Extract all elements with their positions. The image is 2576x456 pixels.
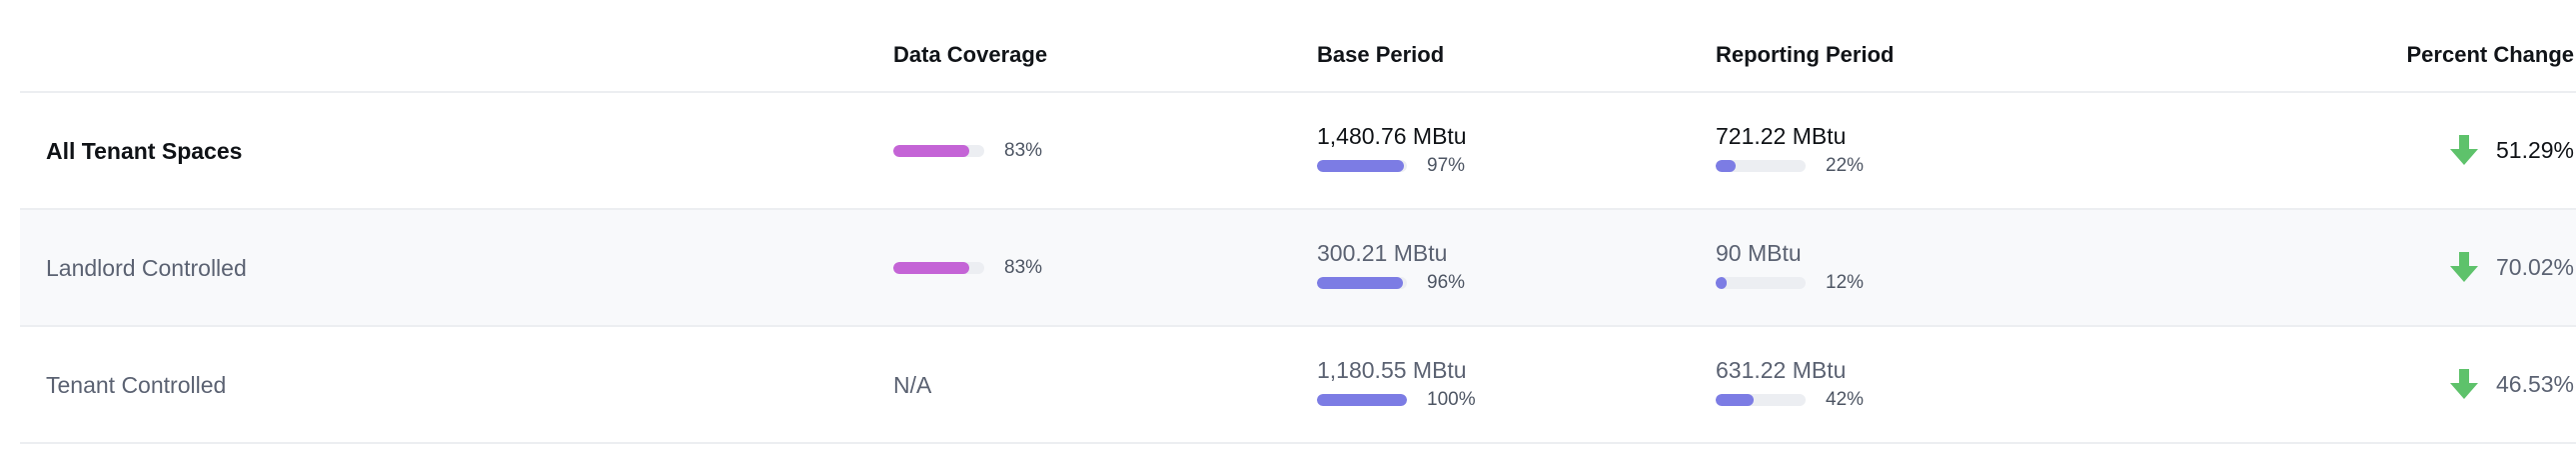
base-period-percent: 96%	[1427, 272, 1466, 293]
coverage-bar-fill	[893, 145, 969, 157]
percent-change-value: 70.02%	[2495, 254, 2574, 280]
percent-change-value: 46.53%	[2495, 371, 2574, 397]
coverage-percent: 83%	[1004, 140, 1043, 161]
base-period-bar	[1317, 277, 1407, 289]
row-name: All Tenant Spaces	[46, 138, 243, 164]
header-percent-change[interactable]: Percent Change	[2406, 42, 2575, 67]
data-coverage-na: N/A	[893, 372, 932, 398]
data-coverage-cell: 83%	[893, 257, 1042, 279]
arrow-down-icon	[2449, 252, 2478, 282]
reporting-period-bar	[1716, 394, 1806, 406]
base-period-cell: 1,180.55 MBtu 100%	[1317, 355, 1476, 411]
energy-comparison-table: Data Coverage Base Period Reporting Peri…	[20, 0, 2576, 444]
reporting-period-bar-fill	[1716, 394, 1754, 406]
coverage-bar	[893, 262, 984, 274]
base-period-cell: 1,480.76 MBtu 97%	[1317, 121, 1467, 177]
reporting-period-value: 90 MBtu	[1716, 240, 1802, 266]
table-row[interactable]: All Tenant Spaces 83% 1,480.76 MBtu 97% …	[20, 93, 2576, 210]
row-name: Landlord Controlled	[46, 255, 247, 281]
table-row[interactable]: Landlord Controlled 83% 300.21 MBtu 96% …	[20, 210, 2576, 327]
header-base-period[interactable]: Base Period	[1317, 42, 1445, 67]
arrow-down-icon	[2449, 369, 2478, 399]
arrow-down-icon	[2449, 135, 2478, 165]
header-reporting-period[interactable]: Reporting Period	[1716, 42, 1895, 67]
reporting-period-percent: 42%	[1826, 389, 1865, 410]
base-period-value: 300.21 MBtu	[1317, 240, 1448, 266]
base-period-bar	[1317, 394, 1407, 406]
reporting-period-bar	[1716, 160, 1806, 172]
base-period-bar-fill	[1317, 160, 1405, 172]
reporting-period-value: 631.22 MBtu	[1716, 357, 1847, 383]
base-period-value: 1,480.76 MBtu	[1317, 123, 1467, 149]
row-name: Tenant Controlled	[46, 372, 227, 398]
reporting-period-bar	[1716, 277, 1806, 289]
base-period-percent: 100%	[1427, 389, 1476, 410]
reporting-period-cell: 721.22 MBtu 22%	[1716, 121, 1864, 177]
percent-change-value: 51.29%	[2495, 137, 2574, 163]
coverage-percent: 83%	[1004, 257, 1043, 278]
data-coverage-cell: 83%	[893, 140, 1042, 162]
base-period-percent: 97%	[1427, 155, 1466, 176]
coverage-bar-fill	[893, 262, 969, 274]
reporting-period-bar-fill	[1716, 277, 1727, 289]
reporting-period-percent: 22%	[1826, 155, 1865, 176]
reporting-period-cell: 90 MBtu 12%	[1716, 238, 1864, 294]
coverage-bar	[893, 145, 984, 157]
base-period-bar-fill	[1317, 277, 1404, 289]
reporting-period-percent: 12%	[1826, 272, 1865, 293]
base-period-value: 1,180.55 MBtu	[1317, 357, 1467, 383]
base-period-bar	[1317, 160, 1407, 172]
table-row[interactable]: Tenant Controlled N/A 1,180.55 MBtu 100%…	[20, 327, 2576, 444]
base-period-cell: 300.21 MBtu 96%	[1317, 238, 1465, 294]
percent-change-cell: 51.29%	[2448, 133, 2574, 167]
percent-change-cell: 46.53%	[2448, 367, 2574, 401]
base-period-bar-fill	[1317, 394, 1407, 406]
percent-change-cell: 70.02%	[2448, 250, 2574, 284]
reporting-period-cell: 631.22 MBtu 42%	[1716, 355, 1864, 411]
reporting-period-value: 721.22 MBtu	[1716, 123, 1847, 149]
reporting-period-bar-fill	[1716, 160, 1736, 172]
table-header: Data Coverage Base Period Reporting Peri…	[20, 0, 2576, 93]
header-data-coverage[interactable]: Data Coverage	[893, 42, 1048, 67]
